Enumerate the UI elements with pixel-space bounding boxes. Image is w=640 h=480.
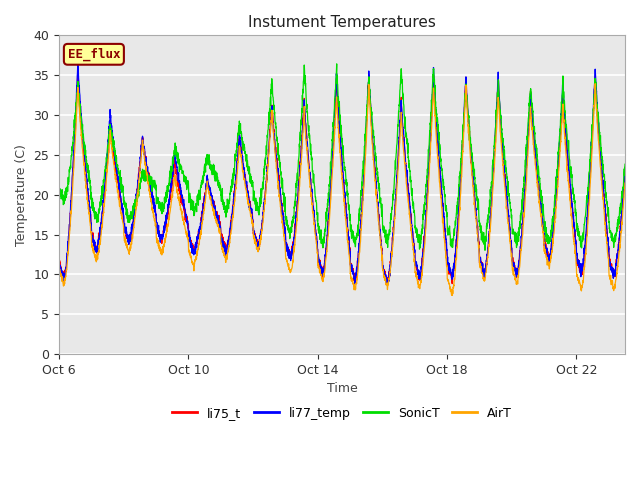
li75_t bbox=[154, 223, 161, 228]
li75_t bbox=[74, 71, 82, 76]
Title: Instument Temperatures: Instument Temperatures bbox=[248, 15, 436, 30]
SonicT bbox=[154, 201, 161, 206]
SonicT bbox=[550, 219, 557, 225]
li77_temp bbox=[297, 151, 305, 157]
SonicT bbox=[481, 247, 489, 253]
AirT bbox=[549, 240, 557, 246]
li75_t bbox=[297, 151, 305, 157]
li77_temp bbox=[273, 155, 280, 161]
li75_t bbox=[621, 169, 629, 175]
AirT bbox=[120, 226, 127, 231]
li77_temp bbox=[550, 230, 557, 236]
SonicT bbox=[297, 121, 305, 127]
AirT bbox=[448, 292, 456, 298]
SonicT bbox=[120, 194, 127, 200]
Line: li77_temp: li77_temp bbox=[59, 62, 625, 286]
SonicT bbox=[55, 180, 63, 186]
SonicT bbox=[611, 237, 618, 243]
li75_t bbox=[449, 281, 456, 287]
AirT bbox=[154, 240, 161, 246]
Line: AirT: AirT bbox=[59, 84, 625, 295]
li75_t bbox=[120, 225, 128, 231]
AirT bbox=[611, 285, 618, 291]
li77_temp bbox=[383, 283, 391, 288]
Text: EE_flux: EE_flux bbox=[68, 48, 120, 61]
li75_t bbox=[550, 224, 557, 229]
li77_temp bbox=[621, 167, 629, 172]
Y-axis label: Temperature (C): Temperature (C) bbox=[15, 144, 28, 246]
AirT bbox=[591, 81, 599, 86]
AirT bbox=[621, 180, 629, 186]
SonicT bbox=[621, 161, 629, 167]
li77_temp bbox=[120, 222, 128, 228]
li75_t bbox=[55, 258, 63, 264]
X-axis label: Time: Time bbox=[326, 383, 358, 396]
li75_t bbox=[611, 269, 618, 275]
AirT bbox=[272, 159, 280, 165]
SonicT bbox=[333, 61, 340, 67]
li77_temp bbox=[74, 59, 82, 65]
SonicT bbox=[272, 124, 280, 130]
Line: li75_t: li75_t bbox=[59, 73, 625, 284]
li77_temp bbox=[154, 221, 161, 227]
li77_temp bbox=[611, 271, 618, 277]
AirT bbox=[297, 168, 305, 173]
Line: SonicT: SonicT bbox=[59, 64, 625, 250]
li77_temp bbox=[55, 260, 63, 265]
Legend: li75_t, li77_temp, SonicT, AirT: li75_t, li77_temp, SonicT, AirT bbox=[167, 402, 517, 425]
AirT bbox=[55, 266, 63, 272]
li75_t bbox=[273, 159, 280, 165]
